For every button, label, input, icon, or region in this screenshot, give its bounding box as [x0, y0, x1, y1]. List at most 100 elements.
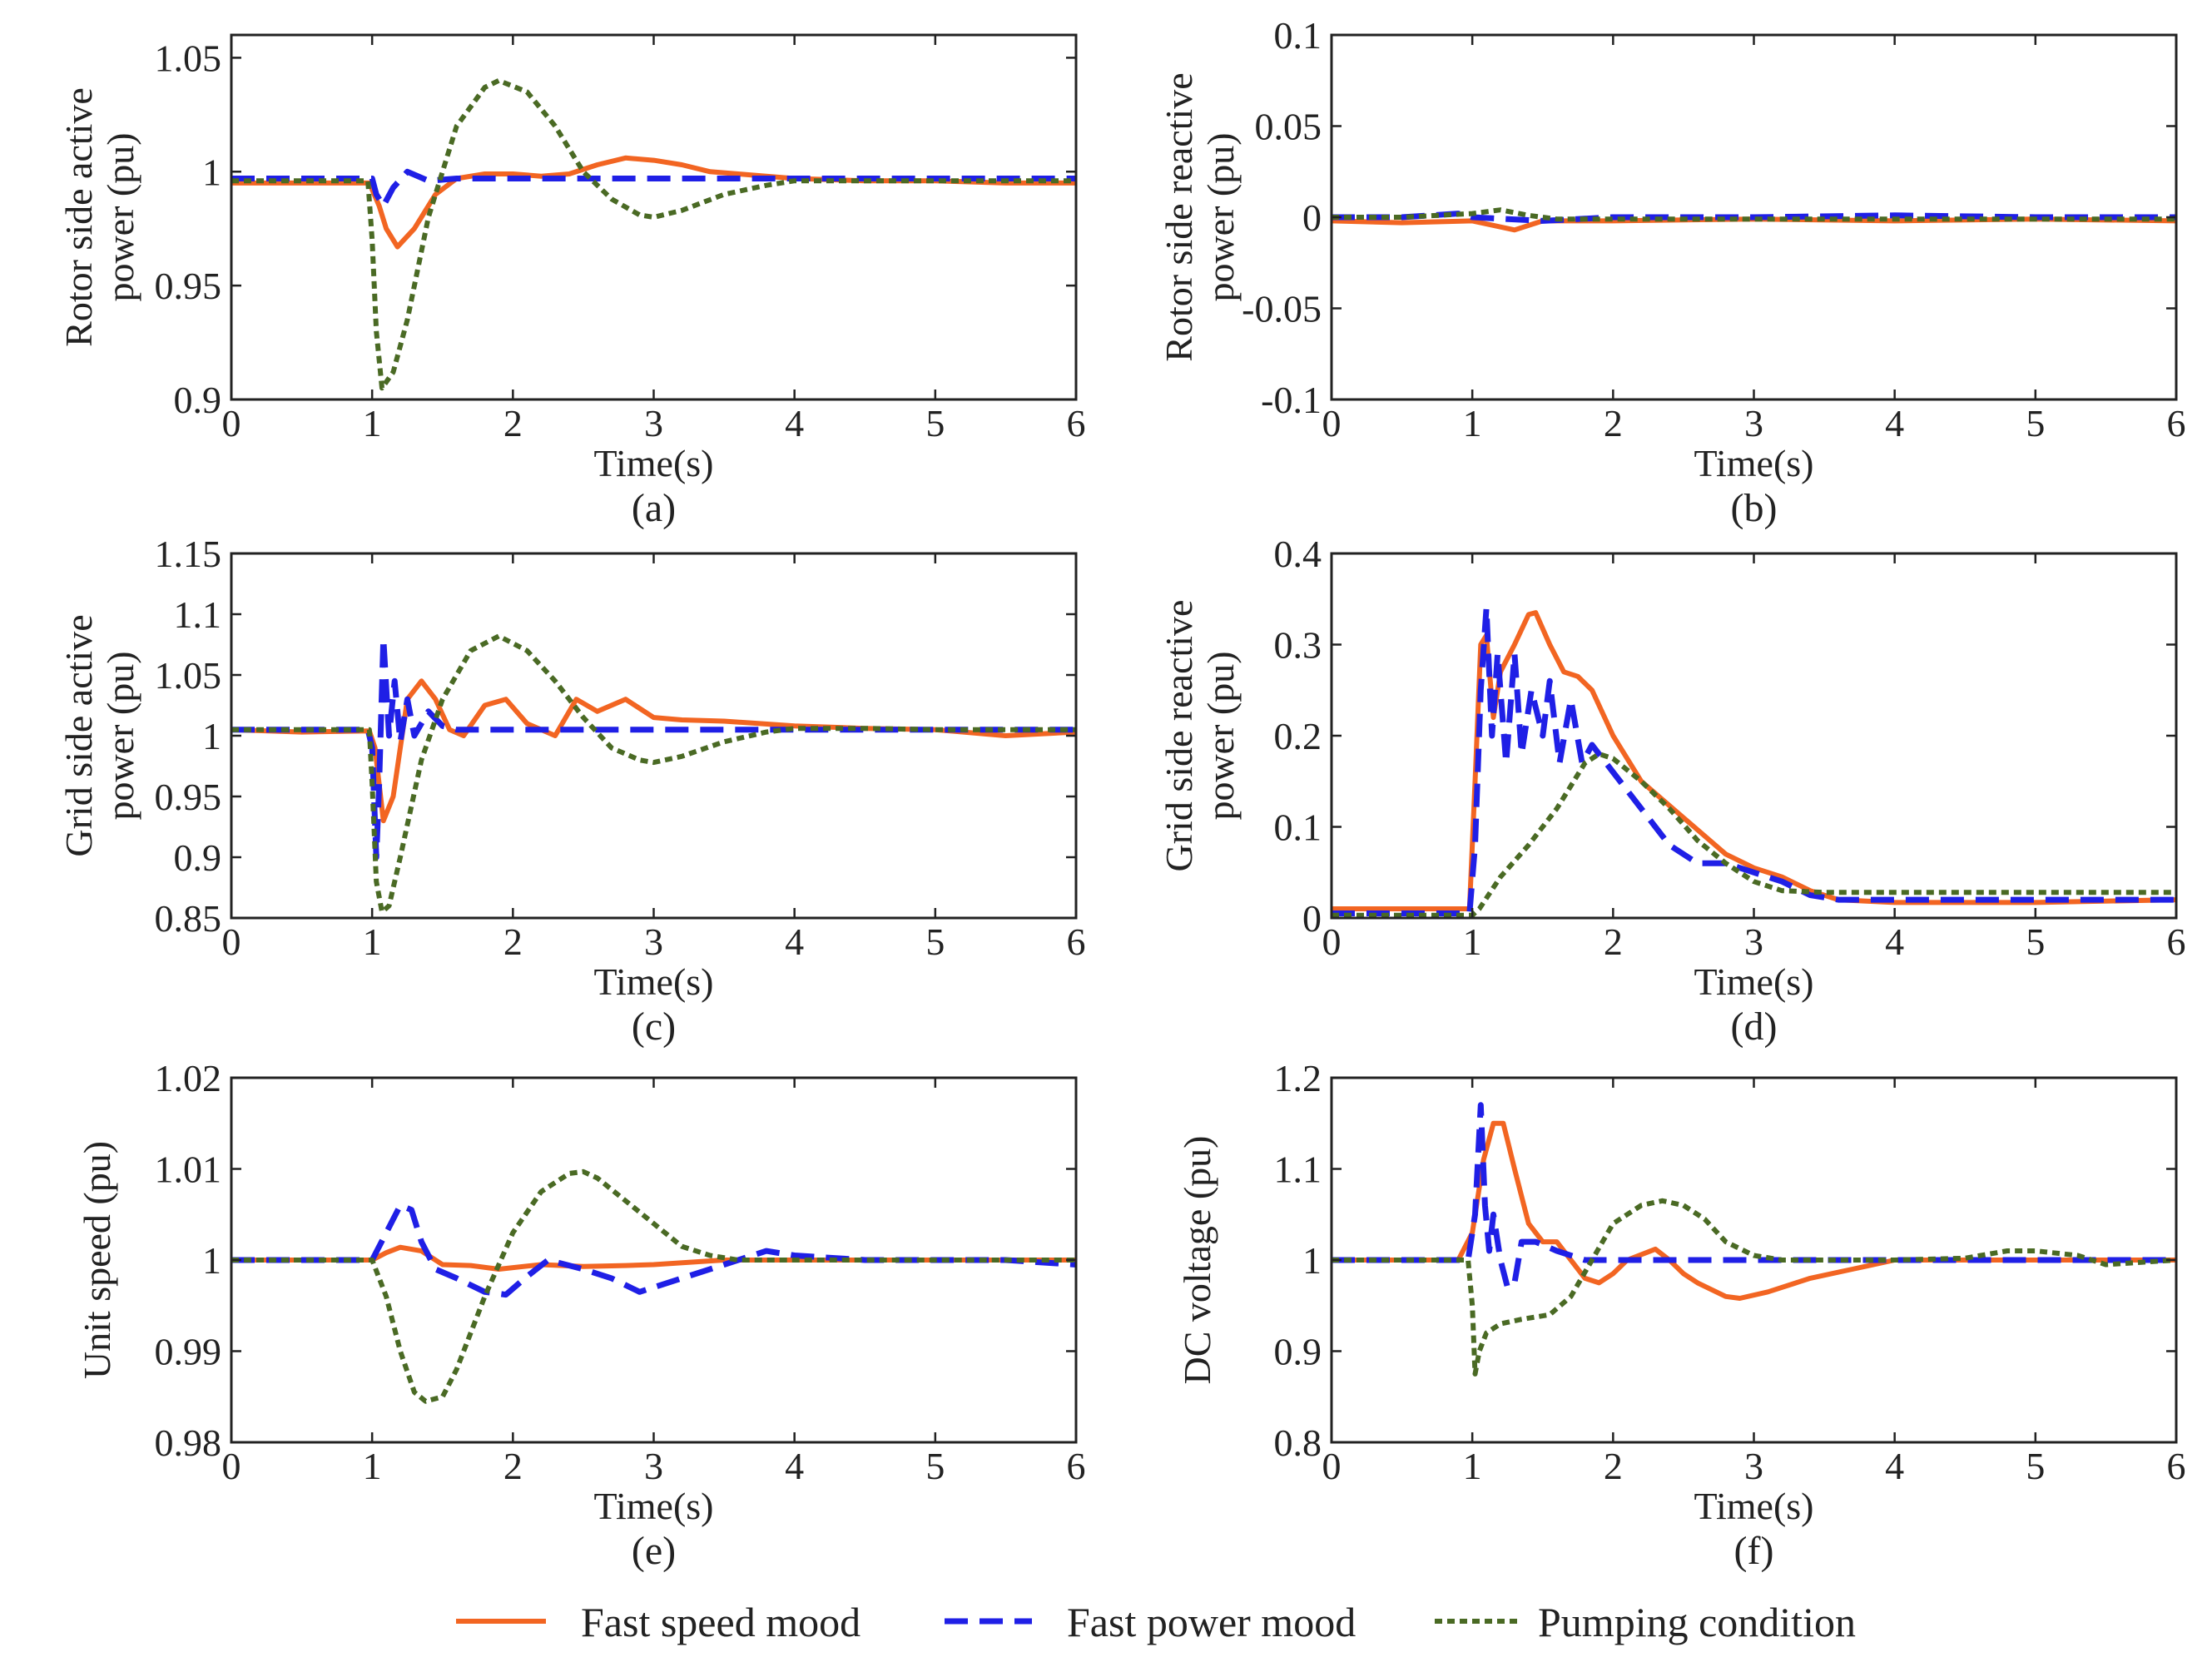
y-tick-label-f: 1.2 — [1274, 1057, 1322, 1099]
series-line-f-fast-speed — [1332, 1120, 2176, 1301]
y-tick-label-e: 1.02 — [155, 1057, 222, 1099]
x-tick-label-d: 0 — [1322, 920, 1342, 963]
x-tick-label-d: 2 — [1604, 920, 1623, 963]
x-tick-label-f: 0 — [1322, 1445, 1342, 1487]
series-group-c — [231, 633, 1076, 915]
series-group-e — [231, 1168, 1076, 1404]
y-axis-label-c: Grid side active — [57, 614, 100, 856]
x-tick-label-e: 5 — [925, 1445, 945, 1487]
legend: Fast speed mood Fast power mood Pumping … — [456, 1599, 1856, 1645]
y-tick-label-e: 0.98 — [155, 1421, 222, 1464]
y-axis-label-e: Unit speed (pu) — [76, 1141, 118, 1379]
x-tick-label-b: 3 — [1744, 402, 1763, 444]
x-axis-label-c: Time(s) — [594, 960, 714, 1003]
subplot-label-c: (c) — [632, 1005, 676, 1049]
y-axis-label-b: power (pu) — [1199, 132, 1242, 301]
y-tick-label-e: 0.99 — [155, 1331, 222, 1373]
x-tick-label-d: 5 — [2026, 920, 2045, 963]
y-tick-label-b: 0.05 — [1255, 106, 1322, 148]
x-tick-label-a: 4 — [785, 402, 804, 444]
x-tick-label-d: 1 — [1463, 920, 1482, 963]
series-group-f — [1332, 1102, 2176, 1377]
series-line-d-fast-speed — [1332, 610, 2176, 911]
x-tick-label-c: 0 — [222, 920, 241, 963]
y-tick-label-f: 0.9 — [1274, 1331, 1322, 1373]
series-group-d — [1332, 605, 2176, 918]
panel-f: 0 1 2 3 4 5 6 0.8 0.9 1 1.1 1.2 Time(s)(f) DC voltage… — [1176, 1057, 2186, 1573]
subplot-label-d: (d) — [1731, 1005, 1778, 1049]
series-line-d-fast-power — [1332, 605, 2176, 916]
y-tick-label-c: 0.95 — [155, 776, 222, 818]
subplot-label-e: (e) — [632, 1529, 676, 1573]
x-tick-label-b: 4 — [1885, 402, 1904, 444]
panel-a: 0 1 2 3 4 5 6 0.9 0.95 1 1.05 Time(s)(a) Rotor side … — [57, 33, 1086, 530]
y-tick-label-b: -0.05 — [1242, 288, 1322, 330]
x-tick-label-b: 1 — [1463, 402, 1482, 444]
x-tick-label-f: 5 — [2026, 1445, 2045, 1487]
series-line-a-fast-speed — [231, 155, 1076, 250]
panel-b: 0 1 2 3 4 5 6 -0.1 -0.05 0 0.05 0.1 Time(s)(b) Rotor … — [1158, 14, 2186, 530]
series-group-a — [231, 77, 1076, 391]
subplot-label-f: (f) — [1734, 1529, 1774, 1573]
x-tick-label-e: 0 — [222, 1445, 241, 1487]
x-tick-label-c: 4 — [785, 920, 804, 963]
y-tick-label-b: 0 — [1302, 196, 1322, 239]
x-tick-label-a: 6 — [1067, 402, 1086, 444]
y-axis-label-c: power (pu) — [99, 651, 141, 820]
x-tick-label-f: 6 — [2167, 1445, 2186, 1487]
y-axis-label-a: Rotor side active — [57, 87, 100, 347]
panel-d: 0 1 2 3 4 5 6 0 0.1 0.2 0.3 0.4 Time(s)(d) Grid side … — [1158, 533, 2186, 1049]
x-tick-label-c: 1 — [363, 920, 382, 963]
x-tick-label-a: 3 — [644, 402, 663, 444]
subplot-label-a: (a) — [632, 486, 676, 530]
x-tick-label-a: 2 — [503, 402, 523, 444]
y-tick-label-e: 1 — [202, 1239, 221, 1282]
series-line-c-pumping — [231, 633, 1076, 915]
y-tick-label-c: 1 — [202, 715, 221, 757]
series-line-e-pumping — [231, 1168, 1076, 1404]
series-group-b — [1332, 207, 2176, 233]
x-tick-label-b: 2 — [1604, 402, 1623, 444]
x-tick-label-c: 6 — [1067, 920, 1086, 963]
y-axis-label-a: power (pu) — [99, 132, 141, 301]
series-line-c-fast-power — [231, 635, 1076, 861]
series-line-a-pumping — [231, 77, 1076, 391]
x-axis-label-a: Time(s) — [594, 442, 714, 484]
x-axis-label-d: Time(s) — [1694, 960, 1814, 1003]
y-tick-label-a: 1 — [202, 151, 221, 193]
plot-frame-c — [230, 552, 1078, 920]
x-tick-label-c: 3 — [644, 920, 663, 963]
y-tick-label-b: -0.1 — [1261, 379, 1322, 421]
series-line-f-pumping — [1332, 1198, 2176, 1377]
x-axis-label-b: Time(s) — [1694, 442, 1814, 484]
y-tick-label-f: 0.8 — [1274, 1421, 1322, 1464]
x-tick-label-a: 1 — [363, 402, 382, 444]
y-tick-label-d: 0.3 — [1274, 624, 1322, 667]
x-tick-label-a: 5 — [925, 402, 945, 444]
x-tick-label-e: 2 — [503, 1445, 523, 1487]
plot-frame-d — [1330, 552, 2178, 920]
y-tick-label-c: 0.9 — [174, 836, 222, 879]
x-axis-label-e: Time(s) — [594, 1485, 714, 1527]
legend-label-fast-speed: Fast speed mood — [581, 1599, 860, 1645]
x-tick-label-c: 2 — [503, 920, 523, 963]
x-tick-label-e: 4 — [785, 1445, 804, 1487]
x-tick-label-d: 3 — [1744, 920, 1763, 963]
y-tick-label-d: 0 — [1302, 897, 1322, 940]
x-tick-label-b: 6 — [2167, 402, 2186, 444]
y-axis-label-d: power (pu) — [1199, 651, 1242, 820]
series-line-c-fast-speed — [231, 678, 1076, 824]
y-tick-label-a: 0.95 — [155, 265, 222, 307]
series-line-b-fast-power — [1332, 211, 2176, 224]
x-tick-label-e: 1 — [363, 1445, 382, 1487]
legend-label-pumping: Pumping condition — [1538, 1599, 1856, 1645]
x-tick-label-b: 0 — [1322, 402, 1342, 444]
y-axis-label-b: Rotor side reactive — [1158, 72, 1200, 361]
y-tick-label-e: 1.01 — [155, 1149, 222, 1191]
series-line-a-fast-power — [231, 168, 1076, 209]
series-line-e-fast-power — [231, 1202, 1076, 1298]
y-tick-label-f: 1.1 — [1274, 1149, 1322, 1191]
series-line-f-fast-power — [1332, 1102, 2176, 1291]
x-tick-label-f: 3 — [1744, 1445, 1763, 1487]
